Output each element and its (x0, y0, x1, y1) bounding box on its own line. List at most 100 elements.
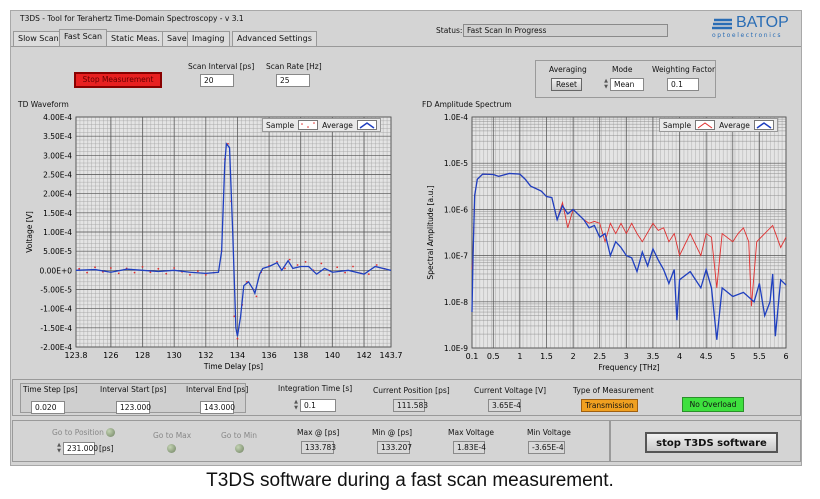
sample-series-point (328, 274, 331, 276)
x-tick-label: 6 (783, 352, 788, 361)
sample-series-point (117, 272, 120, 275)
sample-series-point (196, 270, 199, 272)
x-tick-label: 136 (261, 351, 276, 360)
y-tick-label: -1.00E-4 (40, 305, 72, 314)
y-tick-label: 1.0E-9 (444, 344, 468, 353)
logo-text: BATOP (736, 14, 789, 31)
sample-series-point (288, 258, 291, 261)
x-tick-label: 143.7 (380, 351, 403, 360)
x-tick-label: 1.5 (540, 352, 553, 361)
sample-series-point (352, 265, 354, 268)
x-tick-label: 2 (571, 352, 576, 361)
scan-rate-input[interactable]: 25 (276, 74, 310, 87)
sample-series-point (173, 267, 176, 269)
weighting-factor-input[interactable]: 0.1 (667, 78, 699, 91)
sample-series-point (296, 264, 299, 266)
legend-average-label: Average (322, 120, 353, 130)
interval-end-input[interactable]: 143.000 (200, 401, 235, 414)
sample-series-point (375, 264, 378, 266)
tab-imaging[interactable]: Imaging (187, 31, 230, 46)
y-tick-label: -1.50E-4 (40, 324, 72, 333)
x-tick-label: 132 (198, 351, 213, 360)
x-tick-label: 128 (135, 351, 150, 360)
scan-interval-input[interactable]: 20 (200, 74, 234, 87)
tab-fast-scan[interactable]: Fast Scan (59, 29, 108, 46)
y-tick-label: 2.50E-4 (43, 171, 72, 180)
integration-time-input[interactable]: 0.1 (300, 399, 336, 412)
scan-interval-label: Scan Interval [ps] (188, 62, 255, 71)
sample-series-point (344, 271, 346, 274)
interval-end-label: Interval End [ps] (186, 385, 249, 394)
averaging-label: Averaging (549, 65, 587, 74)
td-legend: Sample Average (262, 118, 381, 132)
y-tick-label: 5.00E-5 (43, 247, 72, 256)
sample-series-point (304, 261, 307, 263)
td-waveform-title: TD Waveform (18, 100, 69, 109)
x-tick-label: 142 (356, 351, 371, 360)
reset-button[interactable]: Reset (551, 78, 582, 91)
mode-select[interactable]: Mean (610, 78, 644, 91)
sample-series-point (78, 267, 81, 270)
tab-static-meas[interactable]: Static Meas. (106, 31, 165, 46)
interval-start-input[interactable]: 123.000 (116, 401, 151, 414)
sample-series-point (86, 271, 88, 274)
y-tick-label: 3.00E-4 (43, 151, 72, 160)
current-voltage-value: 3.65E-4 (488, 399, 521, 412)
x-tick-label: 140 (325, 351, 340, 360)
stop-t3ds-software-button[interactable]: stop T3DS software (645, 432, 778, 453)
x-tick-label: 130 (167, 351, 182, 360)
batop-logo: BATOP optoelectronics (712, 14, 792, 41)
average-series (471, 172, 787, 340)
sample-series-point (141, 265, 144, 268)
time-step-input[interactable]: 0.020 (31, 401, 65, 414)
go-to-position-led[interactable] (106, 428, 115, 437)
mode-spinner-icon[interactable]: ▲ ▼ (604, 78, 608, 90)
scan-rate-label: Scan Rate [Hz] (266, 62, 322, 71)
sample-series-point (336, 266, 339, 269)
measurement-type-indicator: Transmission (581, 399, 638, 412)
go-to-min-button[interactable] (235, 444, 244, 453)
interval-start-label: Interval Start [ps] (100, 385, 167, 394)
x-tick-label: 0.1 (466, 352, 479, 361)
min-at-label: Min @ [ps] (372, 428, 413, 437)
go-to-max-label: Go to Max (153, 431, 192, 440)
legend-average-swatch-icon (356, 120, 377, 130)
y-tick-label: 4.00E-4 (43, 113, 72, 122)
legend-sample-label: Sample (266, 120, 295, 130)
sample-series-point (109, 267, 112, 269)
tab-slow-scan[interactable]: Slow Scan (13, 31, 64, 46)
x-tick-label: 0.5 (487, 352, 500, 361)
y-tick-label: 1.0E-8 (444, 298, 468, 307)
legend-sample-swatch-icon (298, 120, 319, 130)
sample-series-point (165, 272, 168, 275)
measurement-type-label: Type of Measurement (573, 386, 654, 395)
min-at-value: 133.207 (377, 441, 412, 454)
y-tick-label: -2.00E-4 (40, 343, 72, 352)
sample-series-point (320, 262, 323, 265)
x-tick-label: 3.5 (647, 352, 660, 361)
sample-series-point (236, 337, 239, 340)
tab-divider (11, 46, 801, 47)
x-tick-label: 3 (624, 352, 629, 361)
stop-measurement-button[interactable]: Stop Measurement (74, 72, 162, 88)
y-tick-label: 2.00E-4 (43, 190, 72, 199)
legend-sample-swatch-icon (695, 120, 716, 130)
x-tick-label: 1 (517, 352, 522, 361)
sample-series-point (367, 273, 370, 276)
y-tick-label: 0.00E+0 (40, 266, 73, 275)
legend-sample-label: Sample (663, 120, 692, 130)
integration-time-label: Integration Time [s] (278, 384, 353, 393)
go-to-max-button[interactable] (167, 444, 176, 453)
y-axis-title: Voltage [V] (25, 211, 34, 253)
position-spinner-icon[interactable]: ▲ ▼ (57, 442, 61, 454)
y-tick-label: 3.50E-4 (43, 132, 72, 141)
go-to-position-input[interactable]: 231.000 (63, 442, 98, 455)
status-label: Status: (436, 26, 463, 35)
current-position-value: 111.583 (393, 399, 428, 412)
integration-spinner-icon[interactable]: ▲ ▼ (294, 399, 298, 411)
y-axis-title: Spectral Amplitude [a.u.] (426, 185, 435, 279)
fd-spectrum-chart: 0.1 0.5 1 1.5 2 2.5 3 3.5 4 4.5 5 5.5 6 1.0E-4 1.0E-5 1… (426, 113, 789, 372)
logo-subtext: optoelectronics (712, 32, 783, 39)
tab-advanced-settings[interactable]: Advanced Settings (232, 31, 317, 46)
sample-series-point (133, 271, 136, 274)
